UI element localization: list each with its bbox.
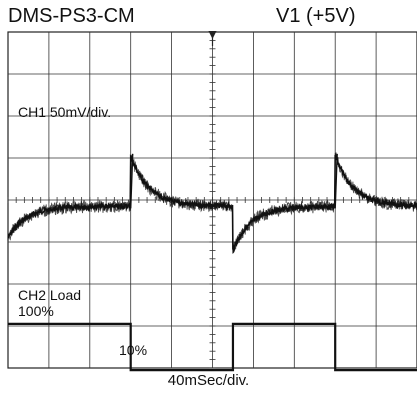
chart-title-model: DMS-PS3-CM	[8, 5, 135, 27]
ch2-label-high: 100%	[18, 303, 54, 319]
trigger-marker	[208, 31, 217, 46]
ch2-waveform	[8, 322, 417, 372]
ch2-label-low: 10%	[119, 342, 147, 358]
ch2-label-load: CH2 Load	[18, 287, 81, 303]
ch2-load-trace	[8, 322, 417, 372]
ch1-ripple-trace	[7, 152, 417, 255]
chart-title-rail: V1 (+5V)	[276, 5, 356, 27]
graticule-grid	[7, 31, 417, 369]
trigger-arrow	[208, 31, 217, 39]
ch1-step-edge	[334, 153, 338, 209]
ch1-label: CH1 50mV/div.	[18, 104, 111, 120]
ch1-step-edge	[130, 153, 134, 209]
ch1-waveform	[7, 152, 417, 255]
x-axis-label: 40mSec/div.	[167, 372, 250, 389]
